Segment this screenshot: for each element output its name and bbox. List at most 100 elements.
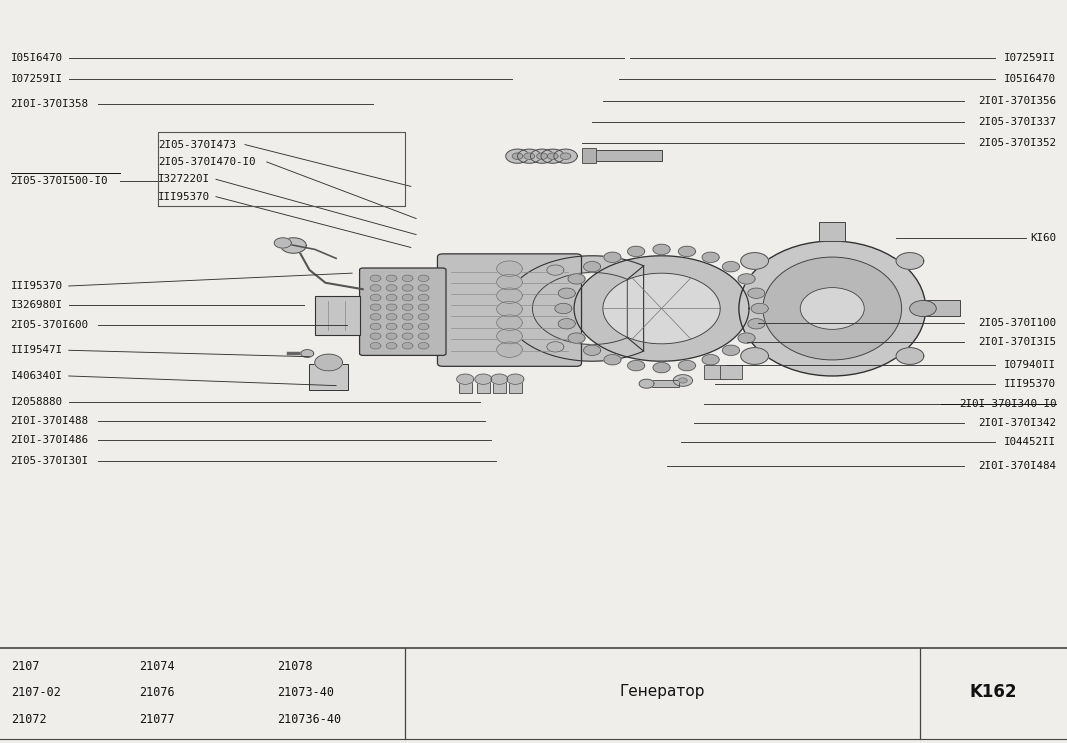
Polygon shape	[547, 265, 564, 275]
Polygon shape	[418, 275, 429, 282]
Text: I05I6470: I05I6470	[11, 53, 63, 63]
Polygon shape	[301, 350, 314, 357]
Text: 2107: 2107	[11, 660, 39, 672]
Polygon shape	[402, 343, 413, 349]
Polygon shape	[584, 262, 601, 272]
Polygon shape	[497, 328, 523, 344]
Ellipse shape	[763, 257, 902, 360]
Polygon shape	[627, 360, 644, 371]
FancyBboxPatch shape	[437, 254, 582, 366]
Polygon shape	[491, 374, 508, 384]
Polygon shape	[547, 153, 558, 160]
Polygon shape	[370, 285, 381, 291]
Polygon shape	[530, 149, 554, 163]
Text: III95370: III95370	[1004, 380, 1056, 389]
Polygon shape	[603, 273, 720, 344]
Polygon shape	[679, 378, 687, 383]
Polygon shape	[896, 348, 924, 364]
Polygon shape	[555, 303, 572, 314]
Polygon shape	[653, 363, 670, 373]
Polygon shape	[370, 304, 381, 311]
Text: I326980I: I326980I	[11, 300, 63, 311]
Bar	[315, 296, 360, 336]
Bar	[309, 364, 348, 390]
Polygon shape	[627, 246, 644, 256]
Polygon shape	[370, 333, 381, 340]
Polygon shape	[497, 302, 523, 317]
Polygon shape	[673, 374, 692, 386]
Polygon shape	[370, 294, 381, 301]
Polygon shape	[497, 261, 523, 276]
Polygon shape	[653, 244, 670, 255]
Polygon shape	[679, 246, 696, 256]
Text: I07940II: I07940II	[1004, 360, 1056, 370]
Polygon shape	[740, 348, 768, 364]
Polygon shape	[541, 149, 564, 163]
Text: K162: K162	[970, 683, 1017, 701]
Text: I04452II: I04452II	[1004, 437, 1056, 447]
Polygon shape	[386, 323, 397, 330]
Text: 2I05-370I470-I0: 2I05-370I470-I0	[158, 157, 255, 167]
Polygon shape	[386, 294, 397, 301]
Text: III95370: III95370	[158, 192, 210, 201]
Polygon shape	[740, 253, 768, 270]
Text: 2I0I-370I342: 2I0I-370I342	[978, 418, 1056, 428]
Text: 21077: 21077	[139, 713, 174, 726]
Ellipse shape	[738, 241, 925, 376]
Bar	[477, 379, 490, 393]
Polygon shape	[512, 153, 523, 160]
Polygon shape	[497, 274, 523, 290]
Polygon shape	[402, 294, 413, 301]
Polygon shape	[281, 238, 306, 253]
Polygon shape	[386, 314, 397, 320]
Polygon shape	[386, 275, 397, 282]
Bar	[720, 365, 742, 379]
Text: I2058880: I2058880	[11, 397, 63, 406]
Polygon shape	[558, 319, 575, 329]
Polygon shape	[738, 273, 755, 284]
Polygon shape	[505, 256, 643, 361]
Bar	[649, 380, 679, 387]
Bar	[459, 379, 472, 393]
Polygon shape	[274, 238, 291, 248]
Polygon shape	[418, 314, 429, 320]
Polygon shape	[574, 256, 749, 361]
Text: 2I0I-370I484: 2I0I-370I484	[978, 461, 1056, 471]
Text: 21076: 21076	[139, 687, 174, 699]
Polygon shape	[386, 304, 397, 311]
Text: 2I0I-370I486: 2I0I-370I486	[11, 435, 89, 445]
Text: III9547I: III9547I	[11, 345, 63, 355]
Polygon shape	[639, 379, 654, 388]
Polygon shape	[370, 314, 381, 320]
Polygon shape	[748, 319, 765, 329]
Polygon shape	[418, 294, 429, 301]
Text: I07259II: I07259II	[1004, 53, 1056, 63]
Polygon shape	[457, 374, 474, 384]
Polygon shape	[418, 285, 429, 291]
Polygon shape	[386, 285, 397, 291]
Text: 2I05-370I30I: 2I05-370I30I	[11, 456, 89, 467]
Text: 2I0I-370I358: 2I0I-370I358	[11, 99, 89, 109]
Ellipse shape	[909, 300, 937, 317]
Polygon shape	[568, 273, 585, 284]
Ellipse shape	[800, 288, 864, 329]
Text: 2I0I-370I3I5: 2I0I-370I3I5	[978, 337, 1056, 347]
Text: 2I0I-370I356: 2I0I-370I356	[978, 96, 1056, 106]
Polygon shape	[386, 333, 397, 340]
Polygon shape	[402, 323, 413, 330]
Polygon shape	[584, 345, 601, 355]
Text: Генератор: Генератор	[620, 684, 705, 699]
Text: I05I6470: I05I6470	[1004, 74, 1056, 84]
Polygon shape	[517, 149, 541, 163]
Text: 2I05-370I473: 2I05-370I473	[158, 140, 236, 149]
Polygon shape	[751, 303, 768, 314]
Polygon shape	[722, 262, 739, 272]
Polygon shape	[370, 323, 381, 330]
Polygon shape	[524, 153, 535, 160]
Polygon shape	[506, 149, 529, 163]
Polygon shape	[402, 333, 413, 340]
Text: 2I05-370I352: 2I05-370I352	[978, 138, 1056, 149]
Polygon shape	[554, 149, 577, 163]
Polygon shape	[896, 253, 924, 270]
Bar	[585, 150, 662, 160]
